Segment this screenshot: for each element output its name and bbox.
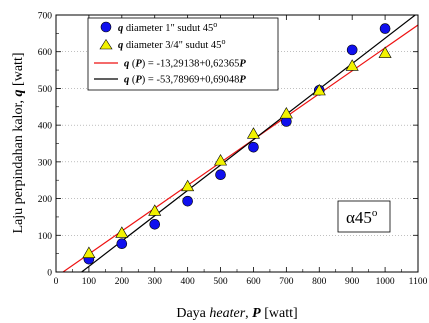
angle-degree: o: [372, 207, 378, 219]
x-tick-label: 600: [246, 277, 261, 287]
y-tick-label: 300: [38, 158, 53, 168]
y-axis-label: Laju perpindahan kalor, q [watt]: [11, 53, 26, 234]
data-point-circle: [248, 141, 259, 153]
x-tick-label: 1000: [376, 277, 395, 287]
data-points: [82, 23, 392, 265]
angle-alpha-symbol: α: [346, 208, 355, 227]
x-tick-label: 500: [213, 277, 228, 287]
x-tick-label: 200: [115, 277, 130, 287]
data-point-triangle: [115, 226, 129, 238]
data-point-circle: [346, 44, 358, 56]
data-point-circle: [379, 23, 391, 34]
fit-line-2: [80, 15, 417, 272]
data-point-triangle: [279, 107, 293, 119]
svg-text:α45o: α45o: [346, 207, 378, 227]
data-point-triangle: [312, 83, 326, 96]
y-tick-label: 600: [38, 48, 53, 58]
x-tick-label: 1100: [409, 277, 428, 287]
legend-entry-3: q (P) = -13,29138+0,62365P: [124, 59, 246, 70]
fit-line-1: [61, 24, 418, 272]
x-tick-label: 400: [181, 277, 196, 287]
y-tick-label: 0: [47, 269, 52, 279]
fit-lines: [61, 15, 418, 272]
angle-annotation: α45o: [337, 200, 391, 233]
legend-entry-2: q diameter 3/4" sudut 45o: [118, 37, 225, 51]
legend-marker-circle: [100, 21, 112, 33]
x-tick-label: 700: [279, 277, 294, 287]
x-tick-label: 300: [148, 277, 163, 287]
data-point-triangle: [246, 127, 260, 139]
data-point-circle: [182, 195, 193, 207]
legend-marker-triangle: [99, 38, 113, 50]
x-axis-label: Daya heater, P [watt]: [176, 306, 297, 321]
x-tick-label: 900: [345, 277, 360, 287]
y-tick-label: 400: [38, 122, 53, 132]
legend: q diameter 1" sudut 45o q diameter 3/4" …: [87, 17, 279, 91]
y-tick-label: 200: [38, 195, 53, 205]
data-point-circle: [149, 218, 161, 230]
data-point-triangle: [214, 154, 228, 166]
data-point-circle: [215, 169, 226, 181]
y-tick-label: 700: [38, 12, 53, 22]
y-tick-label: 500: [38, 85, 53, 95]
y-tick-label: 100: [38, 232, 53, 242]
legend-box: [87, 17, 279, 91]
x-tick-label: 100: [82, 277, 97, 287]
angle-annotation-box: [337, 200, 391, 233]
data-point-triangle: [82, 246, 96, 258]
angle-value: 45: [355, 208, 372, 227]
axis-ticks: 0 100 200 300 400 500 600 700 800 900 1000 1100 0 100…: [38, 12, 428, 288]
x-tick-label: 0: [54, 277, 59, 287]
data-point-triangle: [345, 59, 359, 71]
data-point-triangle: [148, 204, 162, 216]
data-point-triangle: [378, 46, 392, 58]
legend-entry-4: q (P) = -53,78969+0,69048P: [124, 75, 246, 86]
legend-entry-1: q diameter 1" sudut 45o: [118, 20, 217, 34]
data-point-triangle: [181, 179, 195, 192]
data-point-circle: [116, 238, 128, 250]
x-tick-label: 800: [312, 277, 327, 287]
